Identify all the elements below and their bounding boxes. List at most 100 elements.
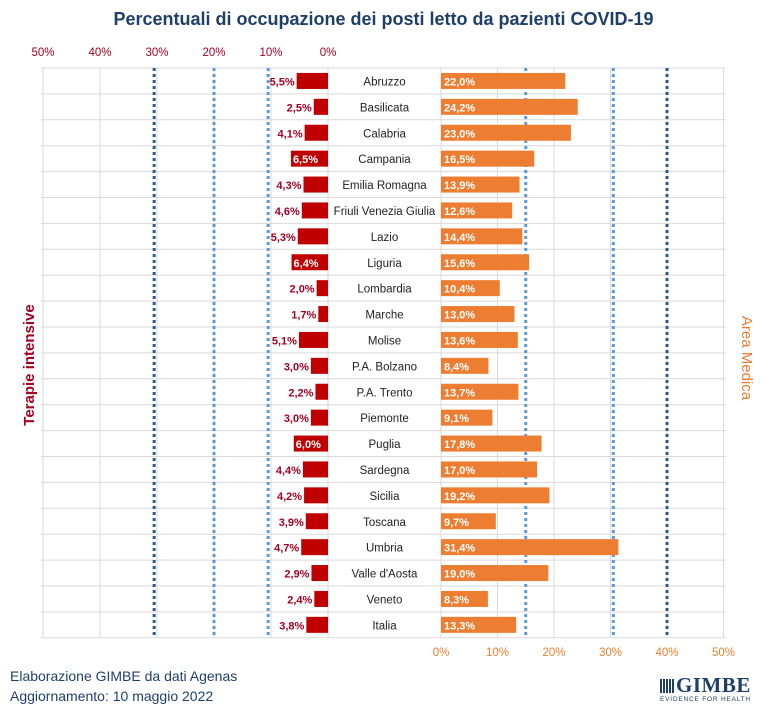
category-label: Piemonte: [360, 413, 409, 425]
data-label-area-medica: 19,2%: [444, 491, 475, 503]
bar-area-medica: [441, 409, 493, 426]
data-label-area-medica: 13,3%: [444, 620, 475, 632]
data-label-area-medica: 15,6%: [444, 258, 475, 270]
gimbe-logo: GIMBE EVIDENCE FOR HEALTH: [660, 673, 760, 703]
bar-area-medica: [441, 461, 538, 478]
bar-terapie-intensive: [315, 383, 328, 400]
data-label-terapie-intensive: 2,0%: [290, 284, 315, 296]
tick-label-left: 50%: [31, 47, 54, 59]
bar-area-medica: [441, 539, 619, 556]
data-label-terapie-intensive: 2,9%: [284, 569, 309, 581]
category-label: P.A. Bolzano: [352, 361, 417, 373]
data-label-area-medica: 17,0%: [444, 465, 475, 477]
category-label: Sicilia: [369, 491, 400, 503]
bar-terapie-intensive: [311, 565, 328, 582]
data-label-terapie-intensive: 1,7%: [291, 310, 316, 322]
data-label-area-medica: 19,0%: [444, 569, 475, 581]
category-label: Lombardia: [357, 284, 412, 296]
bar-area-medica: [441, 254, 530, 271]
category-label: Sardegna: [360, 465, 410, 477]
data-label-terapie-intensive: 4,2%: [277, 491, 302, 503]
bar-area-medica: [441, 124, 571, 141]
bar-terapie-intensive: [298, 331, 328, 348]
data-label-area-medica: 13,7%: [444, 387, 475, 399]
bar-terapie-intensive: [304, 487, 328, 504]
tick-label-right: 30%: [599, 647, 622, 659]
data-label-terapie-intensive: 4,1%: [278, 128, 303, 140]
category-label: Marche: [365, 310, 403, 322]
data-label-area-medica: 24,2%: [444, 102, 475, 114]
data-label-area-medica: 31,4%: [444, 543, 475, 555]
bar-terapie-intensive: [310, 357, 328, 374]
category-label: P.A. Trento: [356, 387, 412, 399]
bar-terapie-intensive: [313, 98, 328, 115]
data-label-terapie-intensive: 5,3%: [271, 232, 296, 244]
data-label-terapie-intensive: 3,9%: [279, 517, 304, 529]
bar-area-medica: [441, 176, 520, 193]
bar-terapie-intensive: [305, 513, 328, 530]
logo-mark-icon: [660, 679, 674, 693]
category-label: Liguria: [367, 258, 402, 270]
bar-terapie-intensive: [297, 228, 328, 245]
data-label-area-medica: 8,4%: [444, 361, 469, 373]
bar-area-medica: [441, 383, 519, 400]
right-axis-label: Area Medica: [738, 316, 755, 401]
data-label-terapie-intensive: 6,5%: [293, 154, 318, 166]
bar-area-medica: [441, 98, 578, 115]
bar-area-medica: [441, 306, 515, 323]
footer-update-date: Aggiornamento: 10 maggio 2022: [10, 688, 214, 704]
category-label: Valle d'Aosta: [352, 569, 419, 581]
data-label-area-medica: 9,1%: [444, 413, 469, 425]
chart-title: Percentuali di occupazione dei posti let…: [113, 9, 654, 29]
bar-terapie-intensive: [301, 202, 328, 219]
bar-area-medica: [441, 280, 500, 297]
category-label: Campania: [358, 154, 411, 166]
left-axis-label: Terapie intensive: [21, 304, 38, 425]
bar-terapie-intensive: [316, 280, 328, 297]
data-label-area-medica: 8,3%: [444, 594, 469, 606]
data-label-terapie-intensive: 3,8%: [279, 620, 304, 632]
logo-subtitle: EVIDENCE FOR HEALTH: [660, 696, 751, 703]
category-label: Lazio: [371, 232, 399, 244]
data-label-area-medica: 23,0%: [444, 128, 475, 140]
bar-terapie-intensive: [314, 590, 328, 607]
category-label: Emilia Romagna: [342, 180, 427, 192]
bar-area-medica: [441, 72, 566, 89]
data-label-terapie-intensive: 5,5%: [270, 76, 295, 88]
data-label-area-medica: 14,4%: [444, 232, 475, 244]
category-label: Puglia: [369, 439, 402, 451]
data-label-area-medica: 13,6%: [444, 335, 475, 347]
tick-label-right: 20%: [542, 647, 565, 659]
category-label: Calabria: [363, 128, 406, 140]
bar-terapie-intensive: [302, 461, 328, 478]
data-label-terapie-intensive: 4,7%: [274, 543, 299, 555]
tick-label-left: 40%: [88, 47, 111, 59]
data-label-terapie-intensive: 4,6%: [275, 206, 300, 218]
bar-area-medica: [441, 357, 489, 374]
bar-terapie-intensive: [318, 306, 328, 323]
data-label-area-medica: 13,0%: [444, 310, 475, 322]
data-label-terapie-intensive: 6,0%: [296, 439, 321, 451]
data-label-area-medica: 13,9%: [444, 180, 475, 192]
category-label: Basilicata: [360, 102, 410, 114]
tick-label-right: 0%: [433, 647, 450, 659]
bar-terapie-intensive: [306, 616, 328, 633]
data-label-terapie-intensive: 6,4%: [294, 258, 319, 270]
category-label: Molise: [368, 335, 401, 347]
bar-area-medica: [441, 513, 496, 530]
category-label: Veneto: [367, 594, 403, 606]
bar-terapie-intensive: [310, 409, 328, 426]
category-label: Friuli Venezia Giulia: [334, 206, 436, 218]
data-label-area-medica: 10,4%: [444, 284, 475, 296]
tick-label-right: 10%: [486, 647, 509, 659]
bar-terapie-intensive: [301, 539, 328, 556]
tick-label-left: 30%: [145, 47, 168, 59]
data-label-terapie-intensive: 5,1%: [272, 335, 297, 347]
bar-area-medica: [441, 487, 550, 504]
bar-terapie-intensive: [293, 435, 328, 452]
bar-terapie-intensive: [290, 150, 328, 167]
bar-terapie-intensive: [296, 72, 328, 89]
bar-area-medica: [441, 565, 549, 582]
tick-label-left: 20%: [202, 47, 225, 59]
